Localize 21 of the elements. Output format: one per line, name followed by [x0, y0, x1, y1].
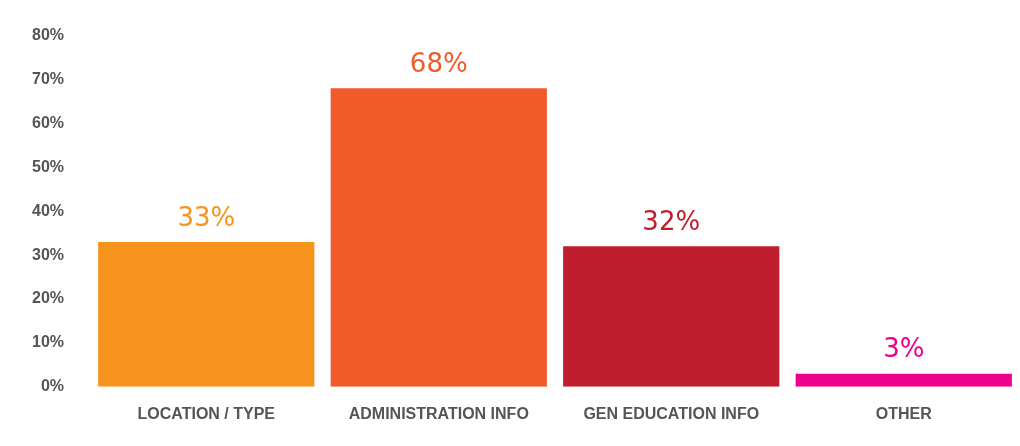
y-tick-label: 40%: [31, 201, 65, 219]
x-tick-label: LOCATION / TYPE: [137, 404, 276, 422]
data-label: 33%: [177, 201, 236, 232]
y-tick-label: 80%: [31, 26, 65, 44]
y-tick-label: 50%: [31, 157, 65, 175]
x-tick-label: OTHER: [875, 404, 933, 422]
bar: [563, 246, 780, 387]
y-tick-label: 30%: [31, 245, 65, 263]
y-tick-label: 60%: [31, 113, 65, 131]
bar: [98, 241, 315, 387]
bar: [795, 373, 1012, 387]
y-tick-label: 20%: [31, 289, 65, 307]
data-label: 3%: [883, 333, 925, 364]
data-label: 32%: [642, 206, 701, 237]
y-tick-label: 0%: [40, 377, 65, 395]
y-tick-label: 10%: [31, 333, 65, 351]
x-tick-label: GEN EDUCATION INFO: [583, 404, 760, 422]
x-tick-label: ADMINISTRATION INFO: [348, 404, 529, 422]
data-label: 68%: [409, 48, 468, 79]
y-tick-label: 70%: [31, 69, 65, 87]
bar: [330, 88, 547, 387]
